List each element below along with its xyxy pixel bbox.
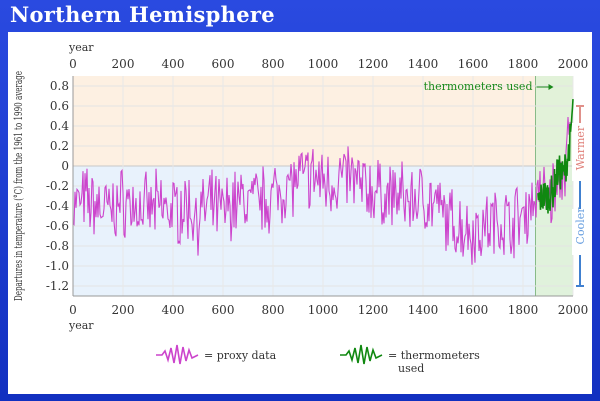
x-tick-label-bottom: 1000 xyxy=(308,303,339,317)
x-tick-label-top: 800 xyxy=(262,57,285,71)
y-axis-label: Departures in temperature (°C) from the … xyxy=(12,71,25,301)
y-tick-label: -1.2 xyxy=(46,279,69,293)
x-tick-label-top: 400 xyxy=(162,57,185,71)
thermometers-annotation: thermometers used xyxy=(424,80,533,93)
cooler-label: Cooler xyxy=(574,207,587,245)
x-tick-label-top: 600 xyxy=(212,57,235,71)
series-lines xyxy=(72,99,574,265)
y-tick-label: -0.4 xyxy=(46,199,70,213)
x-axis-label-bottom: year xyxy=(68,319,94,332)
x-tick-label-top: 200 xyxy=(112,57,135,71)
y-tick-label: 0.4 xyxy=(50,119,69,133)
warmer-label: Warmer xyxy=(574,125,587,170)
legend: = proxy data = thermometers used xyxy=(156,344,480,375)
y-tick-label: 0.8 xyxy=(50,79,69,93)
page-title: Northern Hemisphere xyxy=(10,2,275,27)
x-tick-label-bottom: 2000 xyxy=(558,303,589,317)
x-tick-label-bottom: 1800 xyxy=(508,303,539,317)
proxy-data-line xyxy=(72,116,571,265)
y-tick-label: 0 xyxy=(61,159,69,173)
temperature-chart: 0 0 200 200 400 400 600 600 800 800 1000 1000 1200 12… xyxy=(12,41,588,375)
y-tick-label: -0.8 xyxy=(46,239,69,253)
x-tick-label-bottom: 800 xyxy=(262,303,285,317)
annotation-arrow-head xyxy=(548,84,554,90)
x-tick-label-bottom: 400 xyxy=(162,303,185,317)
x-tick-label-top: 0 xyxy=(69,57,77,71)
x-tick-label-bottom: 1200 xyxy=(358,303,389,317)
x-tick-label-top: 1200 xyxy=(358,57,389,71)
x-tick-label-top: 1600 xyxy=(458,57,489,71)
chart-panel: 0 0 200 200 400 400 600 600 800 800 1000 1000 1200 12… xyxy=(8,32,592,394)
x-tick-label-bottom: 1600 xyxy=(458,303,489,317)
thermometer-data-line xyxy=(537,99,574,214)
y-tick-label: -0.6 xyxy=(46,219,69,233)
y-tick-label: 0.6 xyxy=(50,99,69,113)
legend-thermo-swatch xyxy=(340,344,383,365)
legend-thermo-line2: used xyxy=(398,362,424,375)
x-tick-label-bottom: 0 xyxy=(69,303,77,317)
grid-lines xyxy=(72,76,574,296)
y-tick-label: 0.2 xyxy=(50,139,69,153)
warm-cool-indicator: Warmer Cooler xyxy=(572,105,588,287)
y-tick-label: -1.0 xyxy=(46,259,69,273)
x-tick-label-top: 1000 xyxy=(308,57,339,71)
x-tick-label-top: 2000 xyxy=(558,57,589,71)
axes: 0 0 200 200 400 400 600 600 800 800 1000 1000 1200 12… xyxy=(12,41,588,332)
legend-thermo-label: = thermometers used xyxy=(388,349,480,375)
x-tick-label-top: 1800 xyxy=(508,57,539,71)
x-axis-label-top: year xyxy=(68,41,94,54)
legend-proxy-swatch xyxy=(156,344,199,365)
legend-proxy-label: = proxy data xyxy=(204,349,277,362)
x-tick-label-top: 1400 xyxy=(408,57,439,71)
x-tick-label-bottom: 600 xyxy=(212,303,235,317)
x-tick-label-bottom: 200 xyxy=(112,303,135,317)
y-tick-label: -0.2 xyxy=(46,179,69,193)
x-tick-label-bottom: 1400 xyxy=(408,303,439,317)
warmer-label-bg xyxy=(572,123,588,181)
cooler-label-bg xyxy=(572,209,588,255)
legend-thermo-line1: = thermometers xyxy=(388,349,480,362)
